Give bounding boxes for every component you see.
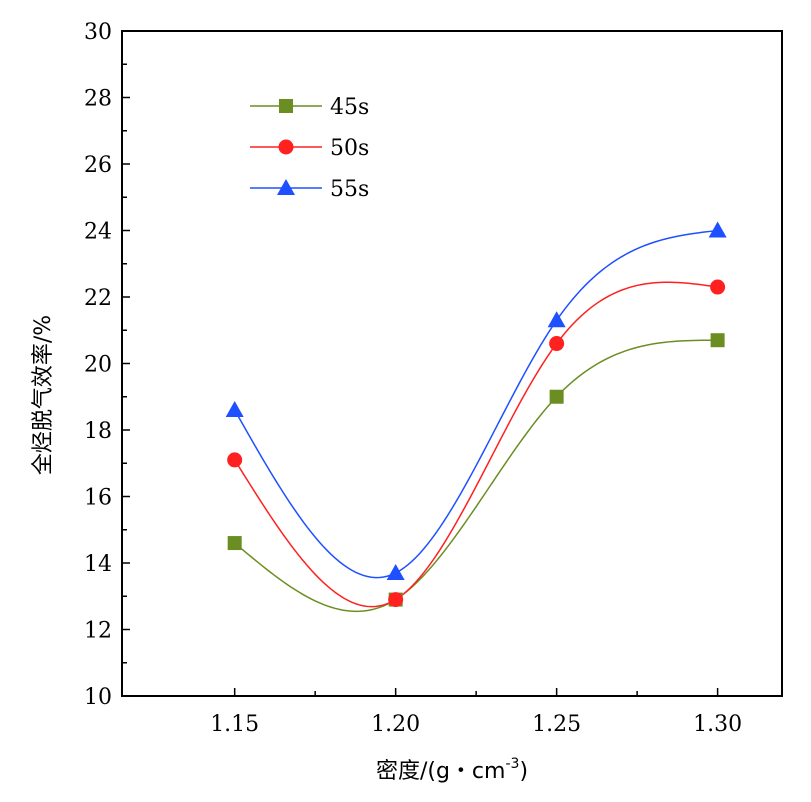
x-tick-label: 1.15: [210, 712, 259, 737]
x-tick-label: 1.25: [532, 712, 581, 737]
data-point-55s: [708, 221, 727, 238]
x-tick-label: 1.20: [371, 712, 420, 737]
y-tick-label: 14: [84, 552, 112, 577]
y-tick-label: 16: [84, 486, 112, 511]
y-axis-title: 全烃脱气效率/%: [31, 315, 56, 475]
legend-marker-50s: [278, 139, 294, 155]
x-tick-labels: 1.15 1.20 1.25 1.30: [210, 712, 742, 737]
series-line-55s: [234, 229, 718, 579]
y-tick-label: 20: [84, 353, 112, 378]
y-tick-labels: 10 12 14 16 18 20 22 24 26 28 30: [84, 20, 112, 710]
legend-marker-55s: [277, 179, 295, 195]
series-line-50s: [234, 281, 718, 608]
y-tick-label: 28: [84, 87, 112, 112]
y-tick-label: 22: [84, 286, 112, 311]
y-tick-label: 18: [84, 419, 112, 444]
data-point-55s: [547, 311, 566, 328]
series-lines: [234, 229, 718, 613]
series-markers: [225, 221, 727, 608]
legend: 45s 50s 55s: [250, 95, 369, 202]
legend-label-50s: 50s: [330, 136, 369, 161]
legend-label-45s: 45s: [330, 95, 369, 120]
plot-frame: [121, 30, 783, 697]
data-point-55s: [386, 563, 405, 580]
y-tick-label: 24: [84, 220, 112, 245]
data-point-45s: [227, 536, 242, 551]
data-point-50s: [710, 279, 726, 295]
x-axis-title-end: ): [519, 759, 528, 784]
data-point-55s: [225, 401, 244, 418]
x-axis-title-main: 密度/(g・cm: [376, 759, 506, 784]
y-tick-label: 10: [84, 685, 112, 710]
data-point-45s: [549, 389, 564, 404]
series-line-45s: [234, 339, 718, 613]
data-point-45s: [710, 333, 725, 348]
y-tick-label: 12: [84, 619, 112, 644]
x-axis-title-sup: -3: [505, 756, 519, 772]
legend-label-55s: 55s: [330, 177, 369, 202]
x-tick-label: 1.30: [693, 712, 742, 737]
y-tick-label: 30: [84, 20, 112, 45]
data-point-50s: [549, 336, 565, 352]
legend-marker-45s: [279, 99, 293, 113]
axis-ticks: [122, 30, 719, 697]
data-point-50s: [388, 592, 404, 608]
data-point-50s: [227, 452, 243, 468]
y-tick-label: 26: [84, 153, 112, 178]
x-axis-title: 密度/(g・cm-3): [376, 756, 528, 784]
